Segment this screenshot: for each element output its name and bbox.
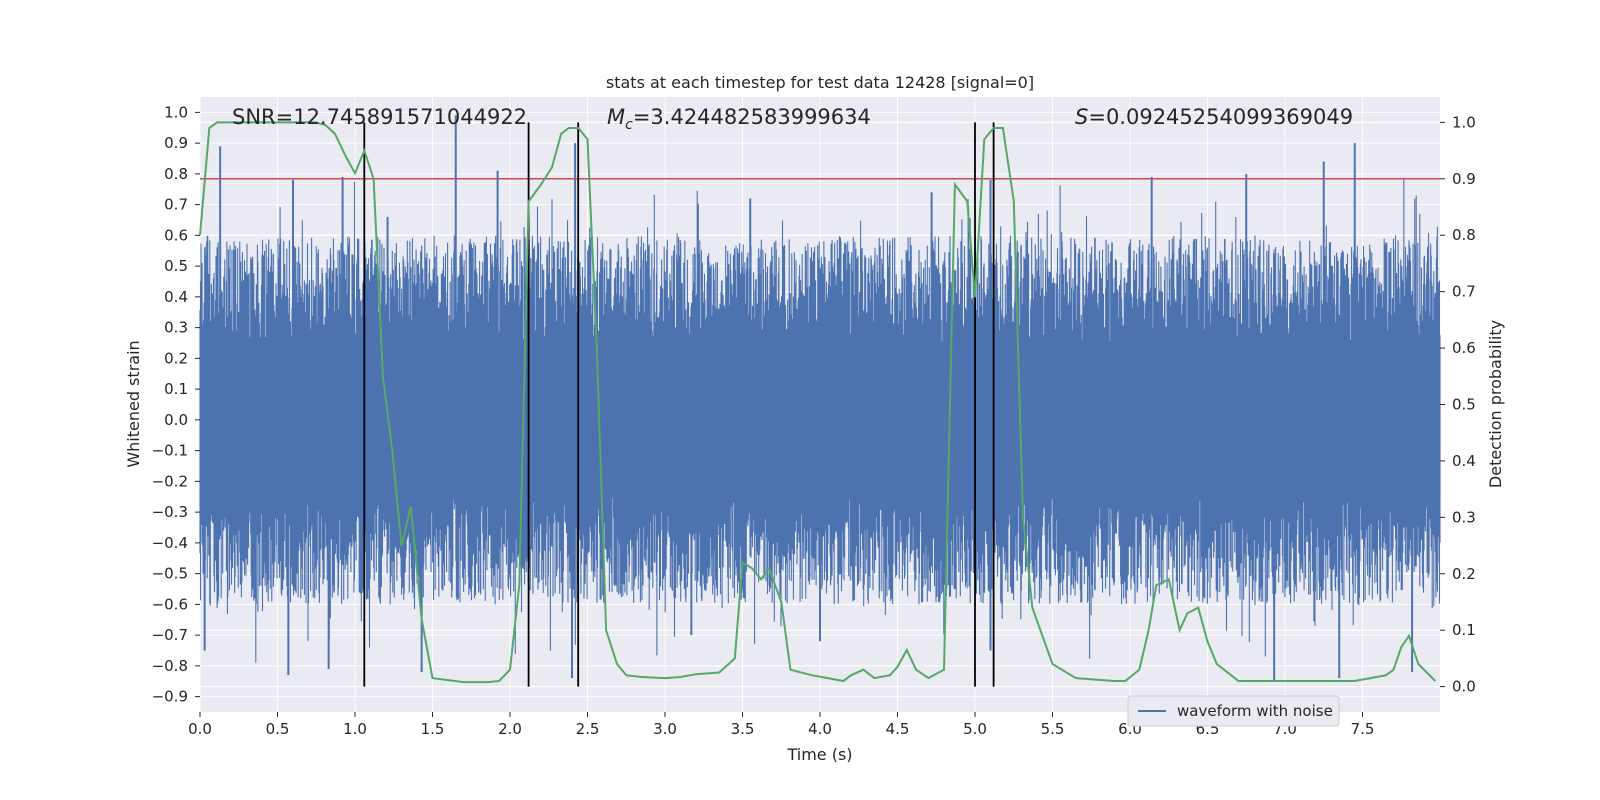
x-tick-label: 5.5 [1041,720,1065,738]
y-left-tick-label: 0.1 [164,380,188,398]
y-right-tick-label: 0.7 [1452,283,1476,301]
snr-annotation: SNR=12.745891571044922 [232,105,527,129]
y-left-tick-label: −0.8 [152,657,188,675]
y-axis-right-label: Detection probability [1486,320,1505,488]
s-symbol: S [1075,105,1088,129]
legend-label-waveform: waveform with noise [1177,702,1333,720]
y-axis-left-label: Whitened strain [124,340,143,467]
x-tick-label: 5.0 [963,720,987,738]
y-left-tick-label: −0.9 [152,688,188,706]
chirp-mass-annotation: Mc=3.424482583999634 [607,105,871,133]
x-tick-label: 4.5 [886,720,910,738]
waveform-series [199,115,1441,682]
x-tick-label: 0.5 [266,720,290,738]
event-lines [363,122,995,687]
y-left-tick-label: 1.0 [164,103,188,121]
y-right-tick-label: 0.3 [1452,508,1476,526]
x-tick-label: 2.0 [498,720,522,738]
y-right-tick-label: 0.5 [1452,396,1476,414]
y-right-tick-label: 1.0 [1452,113,1476,131]
s-value: =0.09245254099369049 [1088,105,1353,129]
legend-box [1127,695,1340,727]
y-left-tick-label: −0.3 [152,503,188,521]
chirp-mass-symbol: M [607,105,625,129]
y-left-tick-label: −0.6 [152,595,188,613]
y-left-tick-label: −0.1 [152,442,188,460]
y-axis-left-ticks: 1.0 0.9 0.8 0.7 0.6 0.5 0.4 0.3 0.2 0.1 0.0 −0.1 −0.… [152,103,200,706]
y-right-tick-label: 0.6 [1452,339,1476,357]
y-left-tick-label: 0.6 [164,226,188,244]
y-right-tick-label: 0.0 [1452,678,1476,696]
x-tick-label: 3.5 [731,720,755,738]
y-left-tick-label: 0.9 [164,134,188,152]
y-left-tick-label: 0.0 [164,411,188,429]
chirp-mass-value: =3.424482583999634 [633,105,871,129]
y-axis-right-ticks: 1.0 0.9 0.8 0.7 0.6 0.5 0.4 0.3 0.2 0.1 0.0 [1440,113,1476,696]
y-left-tick-label: −0.2 [152,472,188,490]
y-left-tick-label: −0.5 [152,565,188,583]
y-right-tick-label: 0.1 [1452,621,1476,639]
x-tick-label: 1.0 [343,720,367,738]
x-axis-ticks: 0.0 0.5 1.0 1.5 2.0 2.5 3.0 3.5 4.0 4.5 5.0 5.5 6.0 6… [188,712,1374,738]
x-axis-label: Time (s) [786,745,852,764]
x-tick-label: 3.0 [653,720,677,738]
y-left-tick-label: −0.4 [152,534,188,552]
x-tick-label: 4.0 [808,720,832,738]
y-left-tick-label: 0.7 [164,196,188,214]
y-right-tick-label: 0.9 [1452,170,1476,188]
x-tick-label: 0.0 [188,720,212,738]
y-left-tick-label: 0.8 [164,165,188,183]
chart-title: stats at each timestep for test data 124… [606,73,1034,92]
y-right-tick-label: 0.8 [1452,226,1476,244]
legend: waveform with noise [1127,695,1340,727]
probability-series [199,121,1437,684]
probability-line [199,121,1437,684]
y-left-tick-label: 0.2 [164,349,188,367]
y-right-tick-label: 0.2 [1452,565,1476,583]
y-left-tick-label: 0.3 [164,319,188,337]
chirp-mass-subscript: c [625,117,633,133]
y-left-tick-label: −0.7 [152,626,188,644]
y-left-tick-label: 0.5 [164,257,188,275]
y-right-tick-label: 0.4 [1452,452,1476,470]
y-left-tick-label: 0.4 [164,288,188,306]
x-tick-label: 2.5 [576,720,600,738]
s-annotation: S=0.09245254099369049 [1075,105,1353,129]
x-tick-label: 1.5 [421,720,445,738]
x-tick-label: 7.5 [1351,720,1375,738]
